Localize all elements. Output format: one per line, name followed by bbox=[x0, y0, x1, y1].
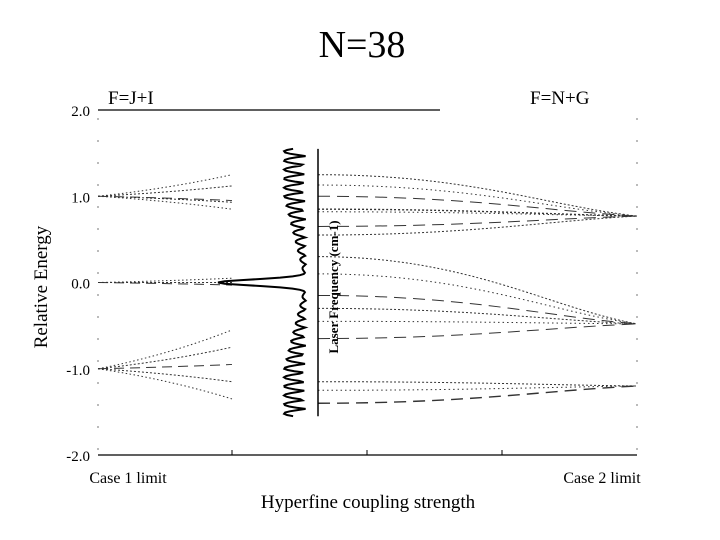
spectrum-inset: Laser Frequency (cm-1) bbox=[217, 147, 341, 418]
annotation-f-n-g: F=N+G bbox=[530, 88, 590, 109]
energy-level-line bbox=[97, 368, 233, 383]
y-tick-labels: 2.0 1.0 0.0 -1.0 -2.0 bbox=[66, 104, 90, 465]
energy-level-line bbox=[97, 195, 233, 202]
energy-level-line bbox=[317, 381, 638, 387]
energy-level-lines bbox=[97, 174, 638, 404]
energy-level-line bbox=[97, 346, 233, 370]
x-tick-label-left: Case 1 limit bbox=[89, 470, 167, 487]
x-tick-labels: Case 1 limit Case 2 limit bbox=[89, 470, 641, 487]
energy-level-line bbox=[317, 215, 638, 227]
energy-level-line bbox=[317, 320, 638, 325]
energy-level-line bbox=[317, 323, 638, 340]
energy-level-line bbox=[97, 363, 233, 370]
energy-level-line bbox=[317, 307, 638, 325]
energy-level-line bbox=[317, 294, 638, 325]
energy-level-line bbox=[317, 211, 638, 217]
annotation-f-j-i: F=J+I bbox=[108, 88, 154, 109]
spectrum-trace bbox=[217, 147, 309, 418]
energy-level-line bbox=[317, 256, 638, 325]
energy-level-line bbox=[97, 195, 233, 210]
energy-level-line bbox=[97, 195, 233, 203]
energy-level-line bbox=[317, 195, 638, 217]
plot-frame bbox=[97, 109, 638, 456]
y-tick-label: -1.0 bbox=[66, 363, 90, 379]
x-axis-label: Hyperfine coupling strength bbox=[261, 492, 476, 513]
energy-level-line bbox=[97, 329, 233, 370]
energy-level-line bbox=[317, 385, 638, 404]
energy-level-line bbox=[317, 273, 638, 325]
y-tick-label: 2.0 bbox=[71, 104, 90, 120]
energy-level-line bbox=[97, 174, 233, 197]
y-tick-label: -2.0 bbox=[66, 449, 90, 465]
energy-level-line bbox=[317, 215, 638, 236]
y-tick-label: 1.0 bbox=[71, 190, 90, 206]
energy-level-line bbox=[317, 385, 638, 391]
energy-level-line bbox=[97, 282, 233, 286]
spectrum-axis-label: Laser Frequency (cm-1) bbox=[326, 220, 341, 353]
energy-level-line bbox=[317, 184, 638, 217]
x-tick-label-right: Case 2 limit bbox=[563, 470, 641, 487]
chart-title: N=38 bbox=[319, 24, 406, 66]
y-tick-label: 0.0 bbox=[71, 277, 90, 293]
y-axis-label: Relative Energy bbox=[31, 225, 52, 348]
energy-level-line bbox=[97, 368, 233, 400]
energy-level-line bbox=[317, 174, 638, 217]
energy-level-line bbox=[97, 277, 233, 283]
energy-level-line bbox=[97, 185, 233, 197]
